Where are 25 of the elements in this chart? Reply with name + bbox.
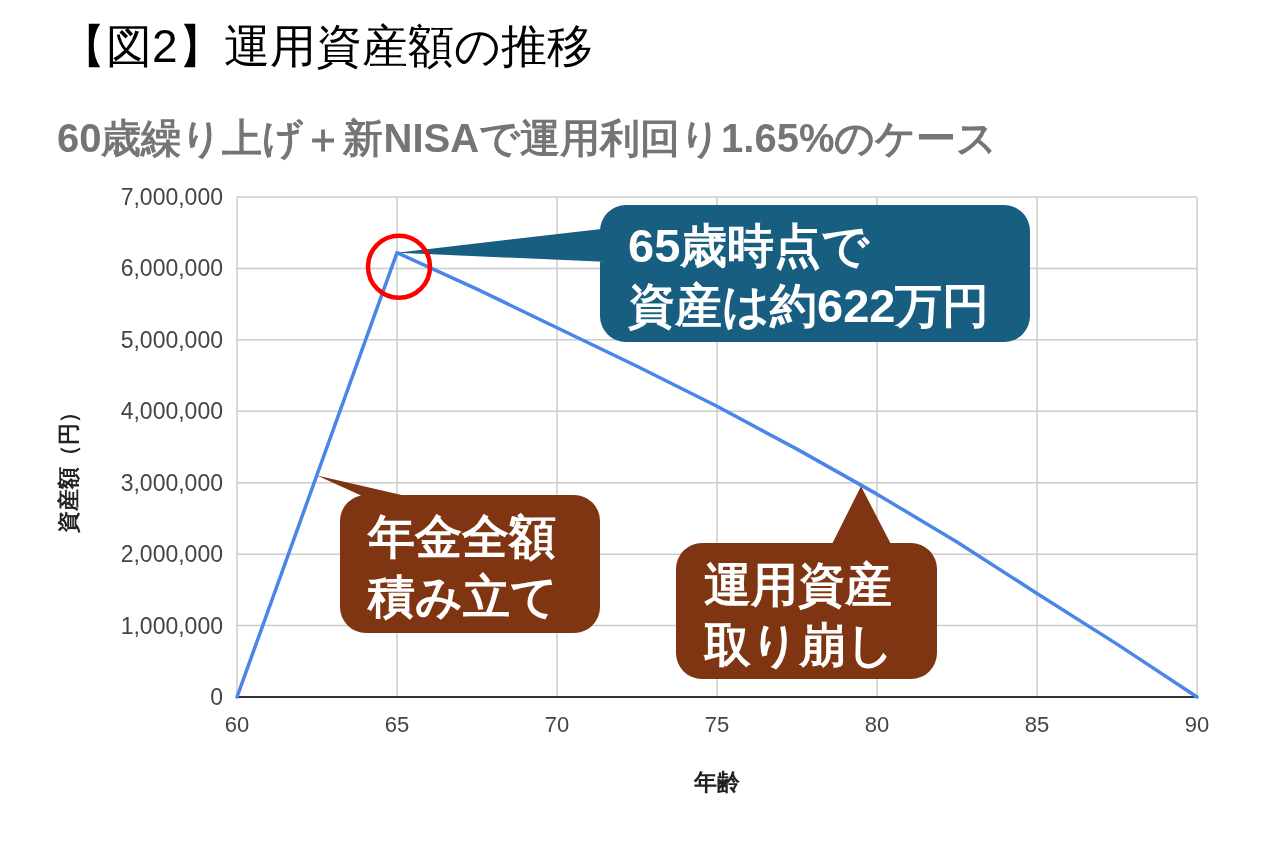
y-tick-label: 1,000,000 [120,612,223,639]
x-tick-label: 80 [864,712,890,737]
chart-subtitle: 60歳繰り上げ＋新NISAで運用利回り1.65%のケース [57,116,998,161]
x-axis-title: 年齢 [693,769,741,795]
x-tick-label: 75 [704,712,730,737]
x-tick-label: 60 [224,712,250,737]
chart-title: 【図2】運用資産額の推移 [60,20,593,72]
x-tick-label: 90 [1184,712,1210,737]
annotation: 年金全額 [366,510,556,563]
x-tick-label: 85 [1024,712,1050,737]
y-axis-title: 資産額（円） [56,401,81,534]
annotation: 取り崩し [703,618,894,671]
y-tick-label: 2,000,000 [120,541,223,568]
y-tick-label: 7,000,000 [120,184,223,210]
annotation: 資産は約622万円 [628,279,990,332]
x-tick-label: 65 [384,712,410,737]
annotation: 積み立て [366,570,558,623]
y-tick-label: 0 [210,684,223,710]
x-tick-label: 70 [544,712,570,737]
annotation: 65歳時点で [628,219,871,272]
annotation: 運用資産 [704,558,892,611]
y-tick-label: 4,000,000 [120,398,223,425]
y-tick-label: 6,000,000 [120,255,223,282]
y-tick-label: 5,000,000 [120,326,223,353]
y-tick-label: 3,000,000 [120,469,223,496]
